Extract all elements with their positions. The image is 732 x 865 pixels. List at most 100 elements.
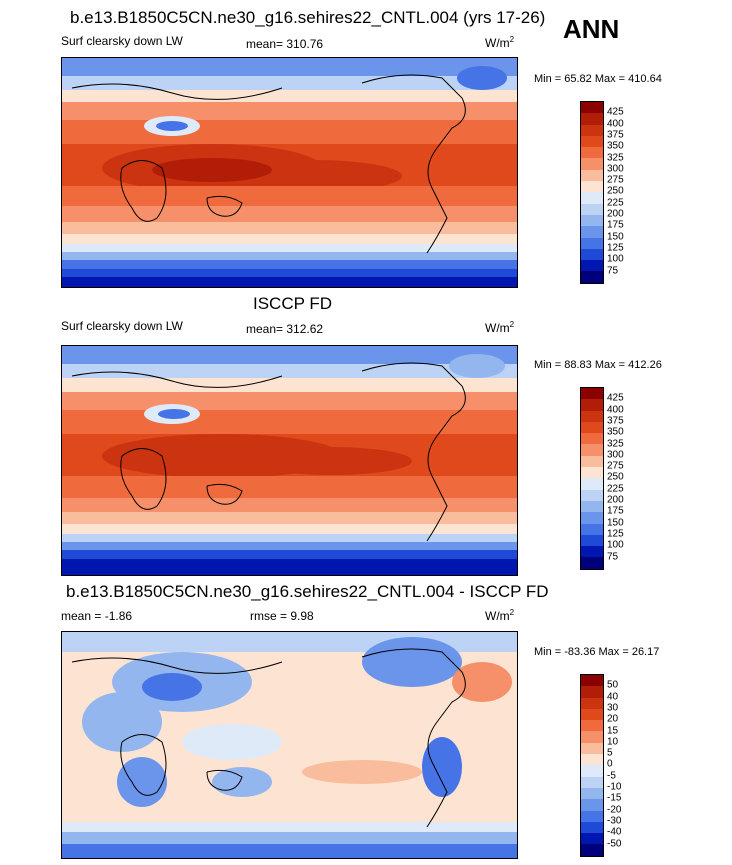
cbar2-tick: 350 (607, 426, 624, 438)
cbar2-tick: 150 (607, 517, 624, 529)
cbar1-cell (581, 226, 603, 238)
cbar2-tick: 175 (607, 505, 624, 517)
cbar3-cell (581, 675, 603, 687)
panel3-units: W/m2 (485, 608, 514, 623)
cbar2-cell (581, 467, 603, 479)
panel1-map (61, 57, 518, 288)
cbar3-cell (581, 742, 603, 755)
cbar3-cell (581, 686, 603, 698)
cbar2-cell (581, 557, 603, 569)
panel1-units: W/m2 (485, 35, 514, 50)
panel2-map-svg (62, 346, 517, 575)
cbar3-tick: 10 (607, 736, 619, 748)
panel1-colorbar (580, 101, 604, 284)
cbar3-cell (581, 731, 603, 743)
cbar1-cell (581, 248, 603, 261)
cbar2-cell (581, 500, 603, 513)
cbar3-cell (581, 833, 603, 845)
cbar1-cell (581, 271, 603, 283)
cbar1-cell (581, 147, 603, 159)
season-label: ANN (563, 14, 620, 44)
cbar3-tick: -20 (607, 804, 622, 816)
cbar1-cell (581, 135, 603, 148)
cbar1-cell (581, 158, 603, 170)
cbar3-tick: 15 (607, 725, 619, 736)
panel2-colorbar (580, 387, 604, 570)
cbar2-tick: 375 (607, 415, 624, 427)
panel2-minmax: Min = 88.83 Max = 412.26 (534, 359, 662, 371)
cbar3-tick: -5 (607, 770, 616, 782)
cbar2-cell (581, 433, 603, 445)
cbar2-cell (581, 410, 603, 422)
cbar3-cell (581, 754, 603, 766)
cbar1-tick: 100 (607, 253, 624, 265)
cbar1-tick: 175 (607, 219, 624, 231)
cbar3-cell (581, 765, 603, 777)
panel2-units-exp: 2 (509, 320, 515, 329)
cbar2-cell (581, 489, 603, 501)
panel3-map-svg (62, 632, 517, 858)
cbar2-tick: 425 (607, 392, 624, 404)
panel3-units-base: W/m (485, 609, 510, 623)
cbar1-tick: 250 (607, 185, 624, 197)
cbar1-cell (581, 124, 603, 136)
cbar2-tick: 275 (607, 460, 624, 472)
cbar1-tick: 350 (607, 140, 624, 152)
panel3-map (61, 631, 518, 859)
cbar3-cell (581, 720, 603, 732)
cbar3-tick: -10 (607, 781, 622, 793)
cbar2-cell (581, 523, 603, 535)
panel1-map-svg (62, 58, 517, 287)
panel2-units-base: W/m (485, 321, 510, 335)
cbar1-tick: 125 (607, 242, 624, 254)
cbar1-tick: 200 (607, 208, 624, 220)
cbar3-tick: 40 (607, 691, 619, 703)
panel3-units-exp: 2 (509, 608, 515, 617)
cbar3-tick: 30 (607, 702, 619, 714)
cbar1-tick: 375 (607, 129, 624, 141)
cbar2-cell (581, 399, 603, 411)
panel3-title: b.e13.B1850C5CN.ne30_g16.sehires22_CNTL.… (66, 582, 549, 601)
cbar3-cell (581, 708, 603, 721)
cbar2-cell (581, 388, 603, 400)
cbar1-cell (581, 214, 603, 227)
cbar3-tick: 20 (607, 713, 619, 725)
panel2-map (61, 345, 518, 576)
panel2-title: ISCCP FD (253, 294, 333, 313)
cbar2-tick: 300 (607, 449, 624, 461)
cbar2-tick: 325 (607, 438, 624, 449)
panel1-units-base: W/m (485, 36, 510, 50)
cbar2-cell (581, 478, 603, 490)
panel3-mean: mean = -1.86 (61, 609, 133, 623)
cbar2-cell (581, 455, 603, 468)
cbar2-tick: 250 (607, 471, 624, 483)
panel1-mean: mean= 310.76 (246, 37, 324, 51)
cbar3-tick: -15 (607, 792, 622, 804)
cbar3-cell (581, 821, 603, 834)
cbar3-tick: -40 (607, 826, 622, 838)
panel2-units: W/m2 (485, 320, 514, 335)
panel1-minmax: Min = 65.82 Max = 410.64 (534, 73, 662, 85)
cbar2-tick: 200 (607, 494, 624, 506)
cbar1-cell (581, 181, 603, 193)
cbar3-tick: 0 (607, 758, 613, 770)
cbar1-tick: 75 (607, 265, 619, 276)
cbar1-tick: 225 (607, 197, 624, 209)
cbar2-tick: 125 (607, 528, 624, 540)
cbar1-cell (581, 203, 603, 215)
panel2-variable: Surf clearsky down LW (61, 319, 183, 333)
cbar3-tick: 5 (607, 747, 613, 759)
cbar3-cell (581, 799, 603, 811)
cbar2-cell (581, 444, 603, 456)
panel3-colorbar (580, 674, 604, 857)
cbar3-tick: -30 (607, 815, 622, 827)
cbar2-tick: 100 (607, 539, 624, 551)
cbar1-cell (581, 237, 603, 249)
panel3-rmse: rmse = 9.98 (250, 609, 314, 623)
cbar2-tick: 400 (607, 404, 624, 416)
panel1-title: b.e13.B1850C5CN.ne30_g16.sehires22_CNTL.… (70, 8, 546, 27)
cbar3-cell (581, 787, 603, 800)
cbar2-tick: 225 (607, 483, 624, 495)
cbar1-tick: 150 (607, 231, 624, 243)
panel2-mean: mean= 312.62 (246, 322, 324, 336)
